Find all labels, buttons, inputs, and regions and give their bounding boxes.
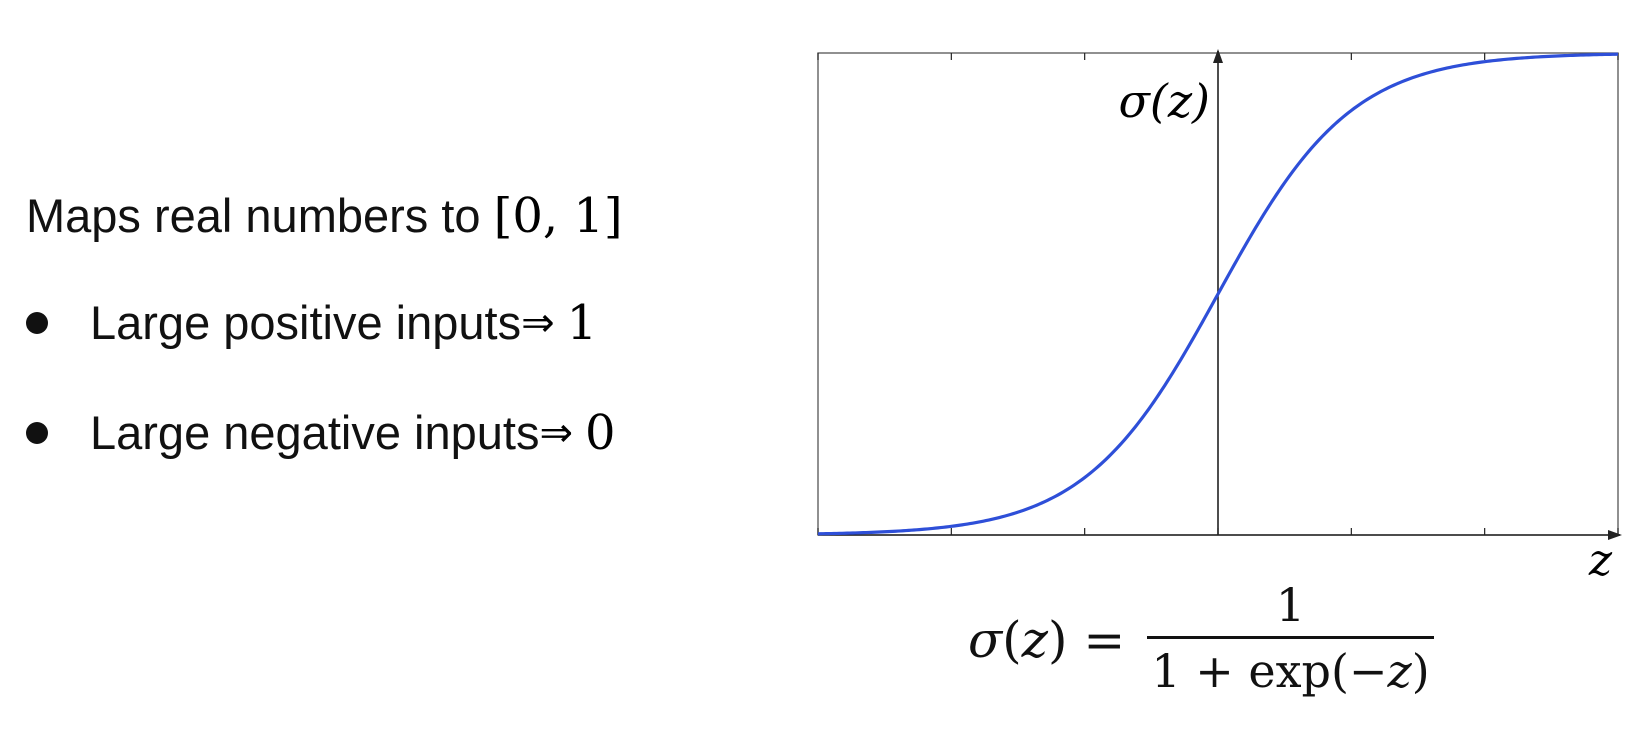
formula-lhs-var: z: [1021, 610, 1048, 669]
bullet-negative: Large negative inputs ⇒ 0: [26, 405, 786, 461]
heading-line: Maps real numbers to [0, 1]: [26, 188, 786, 245]
fraction-bar: [1147, 636, 1434, 639]
implies-arrow-icon: ⇒: [539, 410, 573, 456]
sigmoid-formula: σ(z) = 1 1 + exp(−z): [968, 578, 1434, 701]
formula-lhs: σ(z) =: [968, 610, 1126, 669]
bullet-positive-text: Large positive inputs: [90, 296, 522, 349]
formula-sigma: σ: [968, 610, 1003, 669]
bullet-positive: Large positive inputs ⇒ 1: [26, 295, 786, 351]
sigmoid-chart: σ(z) z: [817, 49, 1622, 580]
series-line-sigmoid: [817, 52, 1619, 536]
y-axis-arrow-icon: [1213, 49, 1223, 63]
formula-equals: =: [1083, 610, 1126, 669]
heading-interval: [0, 1]: [493, 188, 623, 244]
formula-fraction: 1 1 + exp(−z): [1147, 578, 1434, 701]
bullet-positive-value: 1: [566, 295, 598, 351]
y-axis-label: σ(z): [1118, 74, 1210, 128]
bullet-dot-icon: [26, 422, 48, 444]
x-axis-label: z: [1588, 535, 1613, 580]
bullet-negative-text: Large negative inputs: [90, 406, 540, 459]
x-axis-arrow-icon: [1608, 530, 1622, 540]
left-text-block: Maps real numbers to [0, 1] Large positi…: [26, 188, 786, 515]
formula-denominator-var: z: [1387, 644, 1412, 698]
formula-denominator: 1 + exp(−z): [1147, 639, 1433, 701]
formula-denominator-pre: 1 + exp(−: [1151, 644, 1388, 698]
formula-denominator-post: ): [1411, 644, 1430, 698]
bullet-dot-icon: [26, 312, 48, 334]
formula-numerator: 1: [1275, 578, 1306, 632]
heading-text: Maps real numbers to: [26, 189, 494, 242]
bullet-negative-value: 0: [584, 405, 616, 461]
implies-arrow-icon: ⇒: [521, 300, 555, 346]
